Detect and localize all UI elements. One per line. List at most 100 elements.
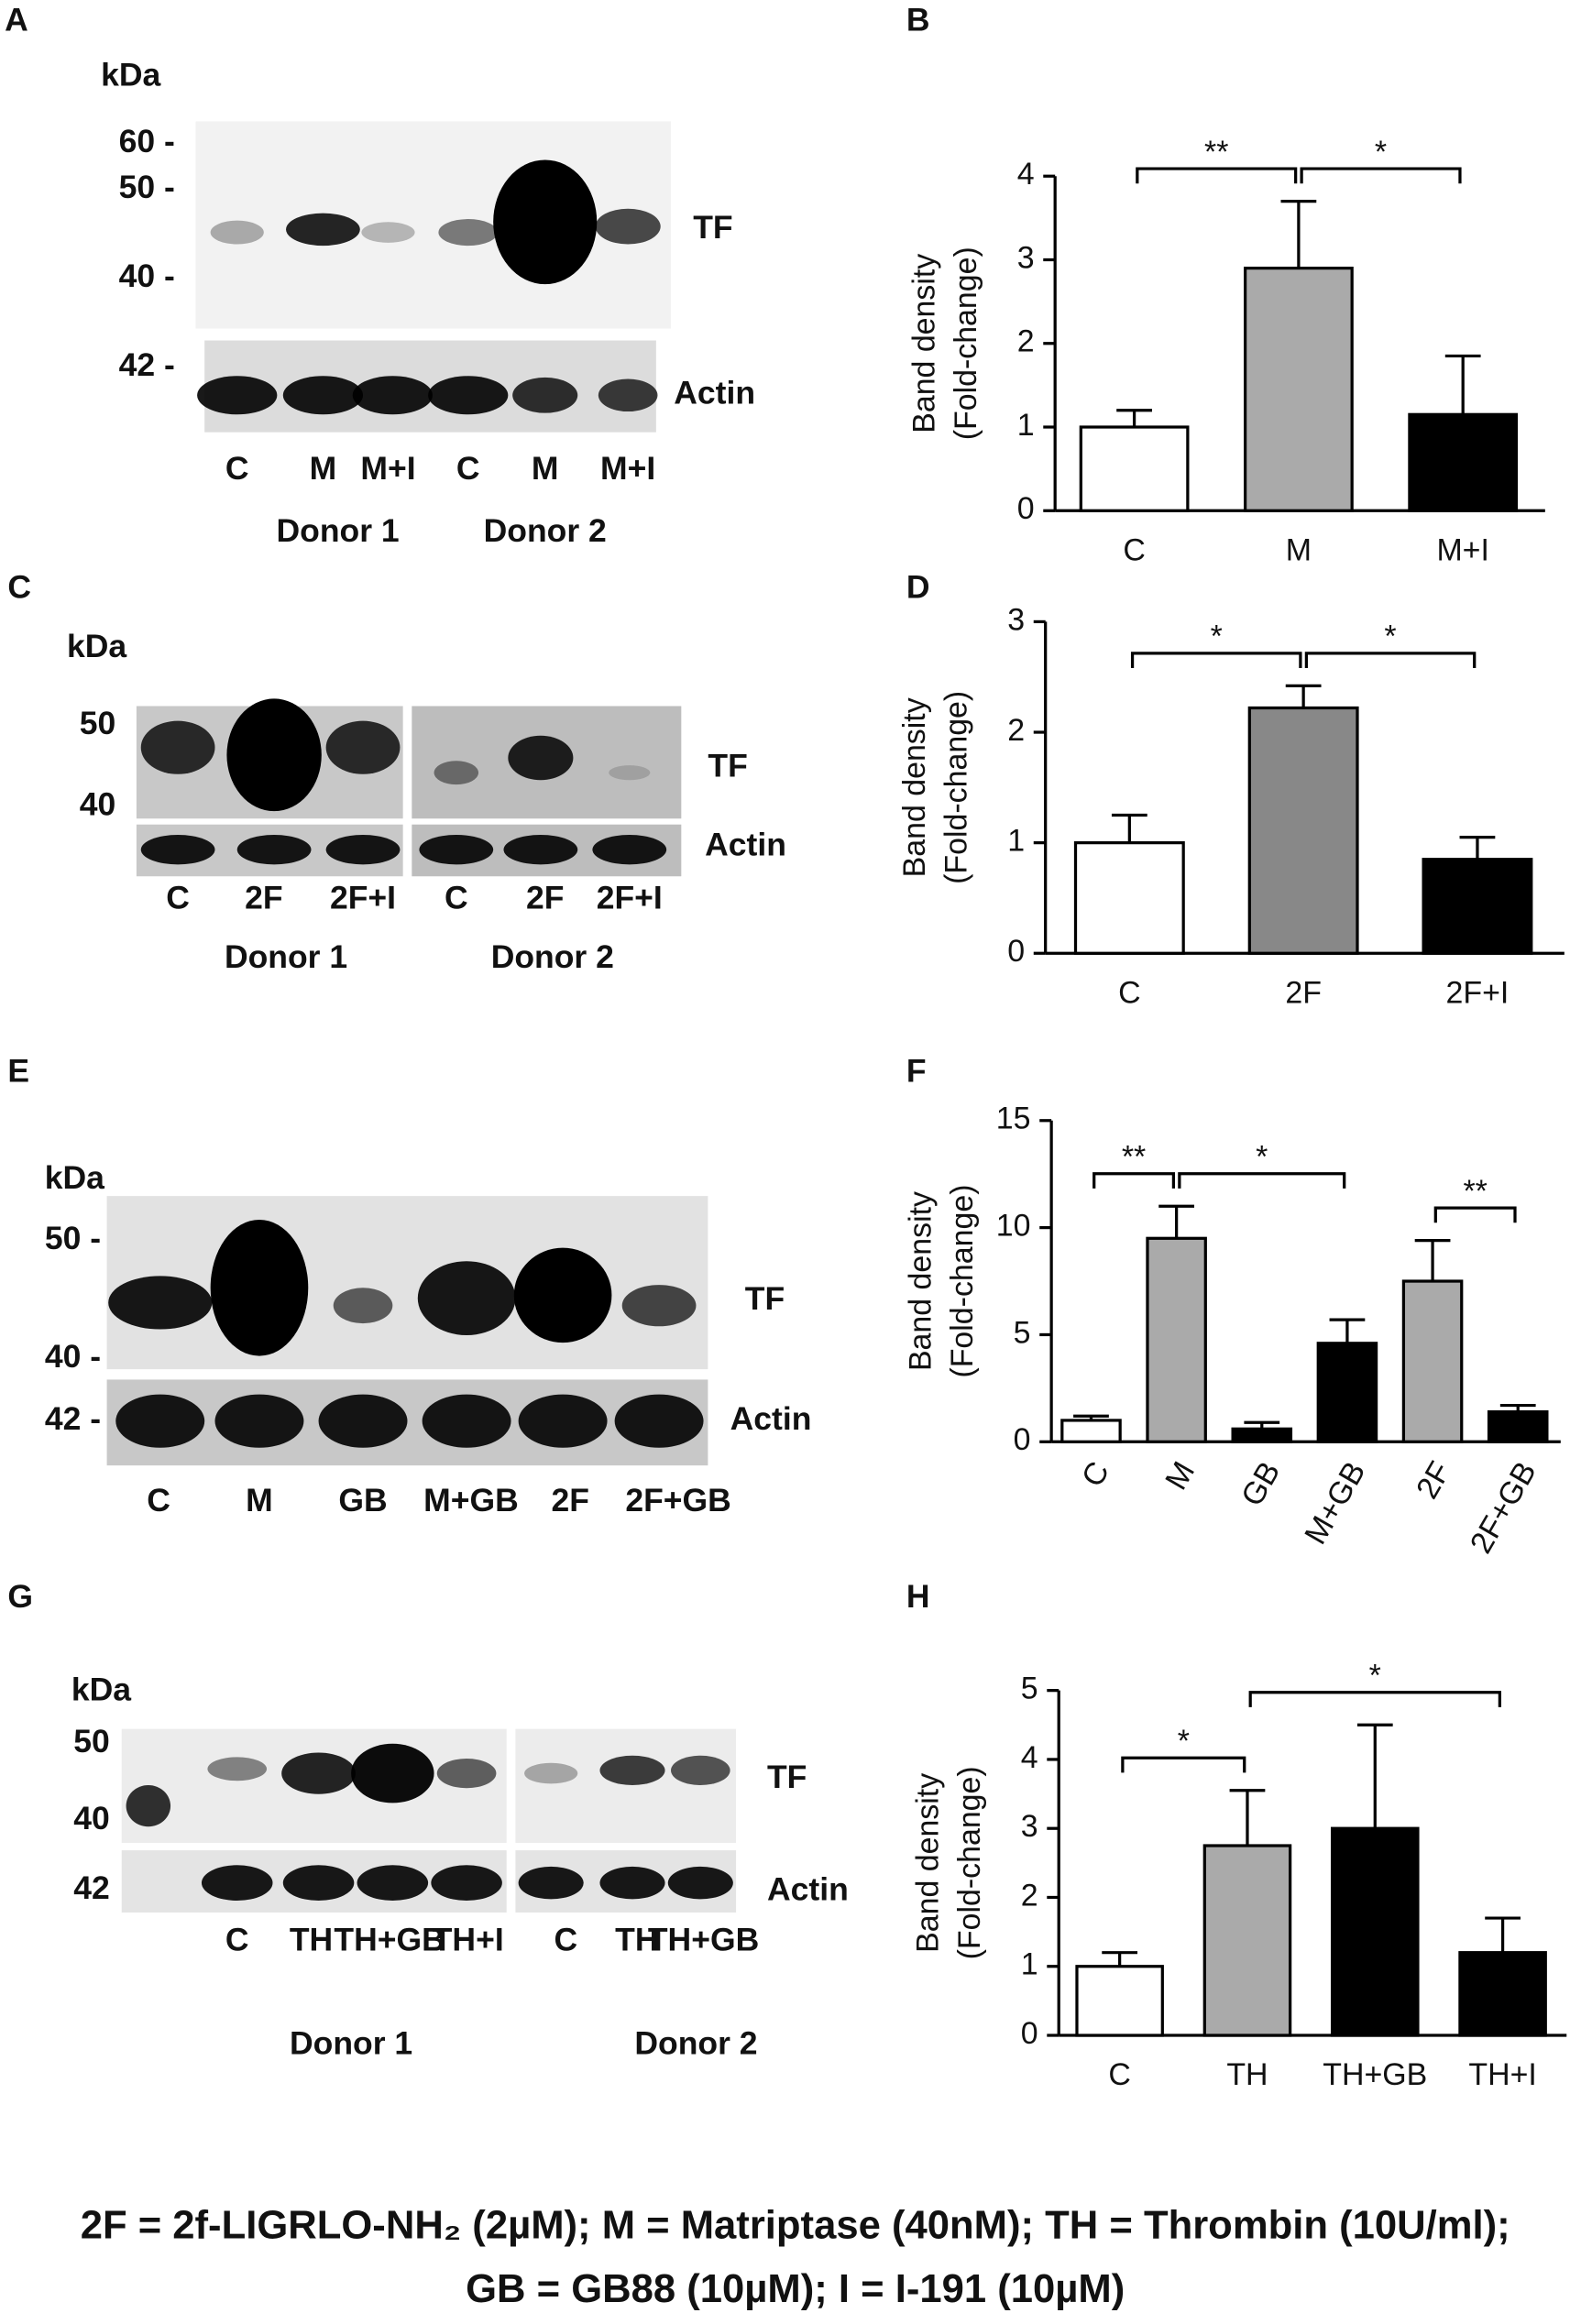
significance-label: ** [1463, 1174, 1487, 1209]
y-axis-label: (Fold-change) [949, 247, 983, 440]
x-tick-label: TH+GB [1323, 2057, 1427, 2092]
significance-bracket [1433, 1206, 1517, 1223]
y-tick-label: 5 [1014, 1315, 1031, 1350]
blot-band [595, 208, 661, 245]
marker-label: 42 [73, 1869, 110, 1906]
significance-bracket [1121, 1756, 1246, 1773]
significance-label: * [1178, 1724, 1190, 1759]
bar [1422, 858, 1533, 955]
marker-label: 50 [73, 1723, 110, 1759]
bar [1244, 266, 1354, 512]
error-bar [1285, 684, 1322, 708]
significance-label: ** [1122, 1140, 1146, 1175]
lane-label: C [225, 1922, 249, 1958]
panel-label: H [906, 1578, 930, 1615]
blot-band [140, 835, 215, 865]
blot-band [428, 376, 509, 415]
marker-label: 42 - [45, 1400, 101, 1437]
blot-band [518, 1394, 608, 1448]
tf-label: TF [745, 1280, 785, 1317]
error-bar [1280, 199, 1317, 269]
x-tick-label: M+I [1436, 532, 1488, 567]
blot-band [226, 698, 322, 812]
marker-label: 40 [73, 1800, 110, 1836]
y-tick-label: 1 [1017, 408, 1035, 443]
blot-band [210, 220, 264, 245]
y-axis-label: Band density [907, 254, 942, 433]
x-tick-label: TH+I [1468, 2057, 1536, 2092]
blot-band [282, 376, 364, 415]
y-tick-label: 1 [1007, 824, 1025, 859]
x-tick-label: C [1108, 2057, 1131, 2092]
significance-bracket [1178, 1172, 1346, 1189]
kda-label: kDa [101, 56, 160, 93]
significance-bracket [1300, 167, 1462, 184]
marker-label: 40 - [45, 1338, 101, 1375]
blot-membrane [204, 340, 656, 433]
bar [1458, 1951, 1547, 2037]
lane-label: 2F [551, 1482, 588, 1518]
donor-label: Donor 2 [634, 2025, 757, 2062]
donor-label: Donor 1 [276, 512, 399, 549]
x-tick-label: 2F+GB [1464, 1456, 1543, 1560]
blot-band [621, 1285, 697, 1327]
blot-band [434, 761, 479, 785]
lane-label: TH+I [433, 1922, 504, 1958]
error-bar [1485, 1916, 1521, 1953]
significance-label: * [1369, 1659, 1381, 1694]
footnote: GB = GB88 (10µM); I = I-191 (10µM) [466, 2267, 1125, 2311]
lane-label: C [147, 1482, 170, 1518]
blot-membrane [515, 1728, 737, 1844]
blot-band [207, 1757, 268, 1781]
marker-label: 40 - [119, 258, 175, 294]
error-bar [1444, 354, 1481, 415]
y-axis-label: (Fold-change) [945, 1184, 980, 1377]
donor-label: Donor 2 [491, 938, 614, 975]
lane-label: 2F+GB [625, 1482, 730, 1518]
panel-label: D [906, 568, 930, 605]
blot-band [436, 1758, 497, 1789]
y-axis-label: (Fold-change) [952, 1766, 987, 1959]
y-tick-label: 2 [1021, 1878, 1038, 1913]
error-bar [1229, 1789, 1266, 1847]
blot-band [351, 1743, 434, 1803]
lane-label: TH [290, 1922, 333, 1958]
error-bar [1158, 1204, 1195, 1239]
lane-label: M [532, 450, 559, 487]
blot-band [286, 213, 360, 247]
panel-label: E [7, 1052, 29, 1089]
donor-label: Donor 1 [225, 938, 347, 975]
lane-label: GB [338, 1482, 387, 1518]
x-tick-label: 2F [1285, 975, 1322, 1010]
blot-band [214, 1394, 304, 1448]
x-tick-label: M [1286, 532, 1312, 567]
bar [1330, 1826, 1420, 2037]
error-bar [1102, 1951, 1138, 1967]
lane-label: TH+GB [648, 1922, 759, 1958]
lane-label: C [445, 879, 468, 915]
marker-label: 50 - [119, 169, 175, 205]
blot-band [438, 219, 499, 247]
bar [1073, 841, 1185, 955]
donor-label: Donor 2 [484, 512, 607, 549]
y-tick-label: 2 [1007, 713, 1025, 748]
blot-band [508, 735, 574, 781]
significance-label: * [1256, 1140, 1268, 1175]
x-tick-label: TH [1226, 2057, 1268, 2092]
x-tick-label: M+GB [1298, 1456, 1372, 1551]
y-tick-label: 4 [1017, 157, 1035, 192]
blot-band [325, 720, 401, 774]
x-tick-label: 2F [1410, 1456, 1458, 1505]
x-tick-label: C [1118, 975, 1141, 1010]
panel-label: C [7, 568, 31, 605]
blot-membrane [106, 1379, 708, 1466]
bar [1146, 1236, 1207, 1443]
tf-label: TF [708, 748, 747, 784]
blot-band [592, 835, 667, 865]
lane-label: 2F+I [330, 879, 396, 915]
significance-bracket [1304, 652, 1477, 668]
x-tick-label: M [1158, 1456, 1202, 1496]
panel-label: A [5, 2, 28, 38]
panel-label: F [906, 1052, 927, 1089]
